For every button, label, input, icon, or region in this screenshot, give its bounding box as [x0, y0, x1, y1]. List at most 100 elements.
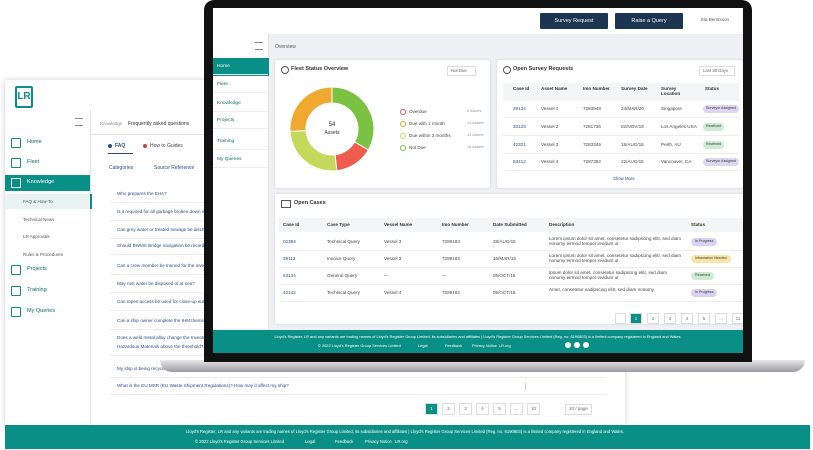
user-name[interactable]: Ela Berntsson: [701, 17, 730, 22]
app-sidebar: [213, 34, 269, 329]
table-cell[interactable]: 29134: [513, 106, 526, 111]
table-cell: 7287392: [583, 159, 601, 164]
status-badge: In Progress: [691, 289, 718, 297]
filter[interactable]: Source Reference: [154, 165, 195, 171]
menu-item[interactable]: Projects: [217, 118, 235, 123]
table-cell: Perth, AU: [661, 142, 681, 147]
menu-item[interactable]: Fleet: [27, 159, 40, 165]
faq-question[interactable]: Can a crew member be trained for the inv…: [117, 263, 217, 268]
page-button[interactable]: 5: [698, 313, 710, 324]
social-icon[interactable]: [574, 342, 580, 348]
row-divider: [279, 250, 743, 251]
legend-count: 18 Assets: [467, 145, 484, 149]
page-button[interactable]: 10: [527, 403, 540, 415]
submenu-item[interactable]: Rules & Procedures: [23, 251, 64, 257]
table-cell[interactable]: 53134: [283, 273, 296, 278]
legend-count: 14 Assets: [467, 121, 484, 125]
page-button[interactable]: 1: [425, 403, 438, 415]
menu-item[interactable]: Home: [217, 64, 230, 69]
faq-question[interactable]: Can ropes access be used for close-up su…: [117, 299, 217, 304]
table-cell: Vessel 1: [541, 106, 559, 111]
card-filter[interactable]: Not Due: [447, 66, 476, 77]
table-cell[interactable]: 39113: [283, 256, 296, 261]
table-cell: General Query: [327, 273, 358, 278]
table-cell[interactable]: 42142: [283, 290, 296, 295]
menu-item[interactable]: Fleet: [217, 82, 228, 87]
table-cell: Vessel 4: [384, 290, 402, 295]
card-icon: [281, 200, 291, 208]
page-prev: [615, 313, 626, 324]
header-button[interactable]: Raise a Query: [615, 13, 683, 29]
footer-link[interactable]: Feedback: [445, 343, 463, 348]
menu-divider: [213, 167, 268, 168]
hamburger: [255, 42, 263, 50]
menu-icon: [11, 158, 21, 168]
page-button[interactable]: 11: [732, 313, 743, 324]
donut-segment: [331, 86, 375, 151]
faq-question[interactable]: My ship is being recycled, what do I nee…: [117, 366, 204, 371]
tab-underline: [108, 153, 133, 154]
faq-question[interactable]: Can a ship owner complete the IHM themse…: [117, 318, 218, 323]
menu-item[interactable]: Projects: [27, 266, 47, 272]
page-button[interactable]: 4: [681, 313, 693, 324]
table-cell: Singapore: [661, 106, 682, 111]
faq-question[interactable]: Should BWMS Bridge navigation be recorde…: [117, 243, 212, 248]
menu-item[interactable]: Knowledge: [217, 101, 241, 106]
footer-link[interactable]: LR.org: [395, 439, 408, 444]
submenu-item[interactable]: LR Approvals: [23, 234, 50, 239]
table-cell[interactable]: 33123: [513, 124, 526, 129]
page-button[interactable]: 4: [476, 403, 489, 415]
filter[interactable]: Categories: [109, 165, 134, 171]
menu-item[interactable]: Training: [217, 139, 235, 144]
menu-item[interactable]: My Queries: [217, 157, 242, 162]
page-button[interactable]: 3: [664, 313, 676, 324]
menu-divider: [213, 74, 268, 75]
menu-item[interactable]: Knowledge: [27, 179, 55, 185]
table-header: Status: [705, 86, 720, 91]
footer-link[interactable]: LR.org: [499, 343, 511, 348]
tab[interactable]: How to Guides: [150, 143, 183, 149]
menu-item[interactable]: Training: [27, 287, 47, 293]
faq-question[interactable]: Can grey water or treated sewage be disc…: [117, 227, 219, 232]
social-icon[interactable]: [583, 342, 589, 348]
show-more[interactable]: Show More: [613, 176, 635, 181]
donut-segment: [289, 86, 333, 132]
header-button[interactable]: Survey Request: [540, 13, 608, 29]
faq-question[interactable]: Is it required for all garbage broken do…: [117, 209, 235, 214]
tab[interactable]: FAQ: [115, 143, 126, 149]
table-header: Date Submitted: [493, 222, 527, 227]
table-cell: 16/MAR/16: [493, 256, 516, 261]
card-filter[interactable]: Last 30 Days: [699, 66, 736, 77]
menu-item[interactable]: My Queries: [27, 308, 56, 314]
faq-question[interactable]: Who prepares the EHA?: [117, 191, 167, 196]
footer-link[interactable]: Feedback: [335, 439, 354, 444]
page-button[interactable]: 2: [442, 403, 455, 415]
footer-link[interactable]: Privacy Notice: [472, 343, 497, 348]
table-header: Survey Date: [621, 86, 648, 91]
legend-count: 14 Assets: [467, 133, 484, 137]
footer-link[interactable]: Legal: [418, 343, 428, 348]
page-button[interactable]: 1: [630, 313, 642, 324]
page-button[interactable]: 5: [493, 403, 506, 415]
faq-actions: [525, 383, 586, 390]
footer-link[interactable]: Privacy Notice: [365, 439, 392, 444]
table-cell[interactable]: 42321: [513, 142, 526, 147]
footer-line: Lloyd's Register, LR and any variants ar…: [185, 429, 625, 434]
faq-question[interactable]: What is the EU MSR (EU Waste Shipment Re…: [117, 383, 289, 388]
faq-question[interactable]: Does a weld metal alloy change the Inven…: [117, 335, 215, 340]
page-button[interactable]: ...: [510, 403, 523, 415]
faq-question[interactable]: Hazardous Materials above the threshold?: [117, 344, 204, 349]
table-cell[interactable]: 53412: [513, 159, 526, 164]
menu-item[interactable]: Home: [27, 139, 42, 145]
faq-question[interactable]: May rust water be disposed of at sea?: [117, 281, 195, 286]
submenu-item[interactable]: FAQ & How-To: [23, 199, 53, 204]
page-size[interactable]: 10 / page: [565, 404, 592, 415]
social-icon[interactable]: [565, 342, 571, 348]
submenu-item[interactable]: Technical News: [23, 216, 55, 222]
legend-label: Due within 3 months: [409, 133, 451, 138]
page-button[interactable]: 2: [647, 313, 659, 324]
table-cell[interactable]: 02394: [283, 239, 296, 244]
page-button[interactable]: ...: [715, 313, 727, 324]
page-button[interactable]: 3: [459, 403, 472, 415]
footer-link[interactable]: Legal: [305, 439, 316, 444]
